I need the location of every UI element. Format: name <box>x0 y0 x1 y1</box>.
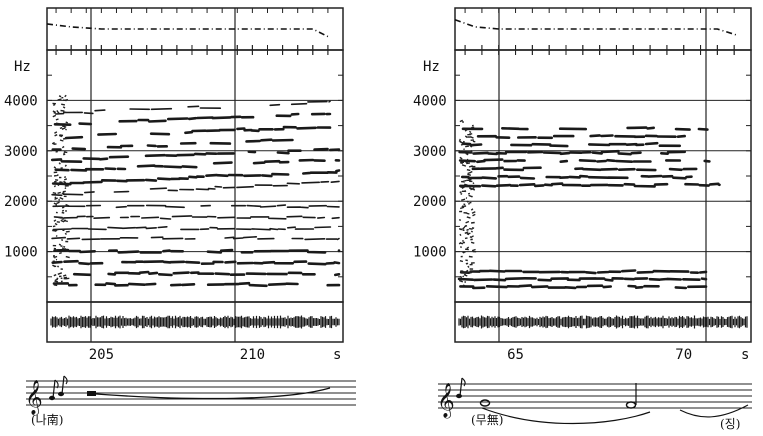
harmonic-band-3260hz <box>64 125 332 140</box>
held-note-icon <box>87 387 331 400</box>
harmonic-band-1900hz <box>52 204 340 209</box>
x-tick-labels: 205 210 <box>89 347 265 363</box>
x-tick-labels: 65 70 <box>507 347 692 363</box>
pitch-line <box>46 23 329 38</box>
harmonic-band-780hz <box>51 259 341 266</box>
y-axis-unit-label: Hz <box>423 59 440 75</box>
harmonic-band-300hz <box>459 284 708 290</box>
harmonic-band-450hz <box>457 277 708 282</box>
harmonic-band-3280hz <box>476 134 686 140</box>
y-tick-label-1000: 1000 <box>413 245 447 261</box>
x-axis-unit-label: s <box>333 347 341 363</box>
harmonic-band-3740hz <box>55 100 331 115</box>
pitch-line <box>454 19 738 37</box>
harmonic-band-2360hz <box>51 169 341 186</box>
grace-notes-icon <box>456 377 466 399</box>
tick-marks <box>47 8 344 278</box>
y-tick-labels: 1000 2000 3000 4000 <box>413 93 447 260</box>
waveform-trace <box>458 315 748 329</box>
waveform-box <box>46 301 344 343</box>
harmonic-band-2320hz <box>459 182 721 188</box>
harmonic-band-3440hz <box>461 126 709 131</box>
x-tick-label-210: 210 <box>240 347 265 363</box>
harmonic-band-3520hz <box>53 112 332 126</box>
harmonic-band-2800hz <box>458 158 711 164</box>
frequency-gridlines <box>455 99 751 253</box>
harmonic-band-2640hz <box>471 166 698 172</box>
y-tick-label-3000: 3000 <box>4 144 38 160</box>
y-tick-labels: 1000 2000 3000 4000 <box>4 93 38 260</box>
y-tick-label-2000: 2000 <box>4 194 38 210</box>
waveform-box <box>454 301 752 343</box>
onset-noise <box>458 119 477 287</box>
harmonic-band-3120hz <box>461 141 681 148</box>
treble-clef-icon: 𝄞 <box>437 383 455 419</box>
y-tick-label-3000: 3000 <box>413 144 447 160</box>
y-axis-unit-label: Hz <box>14 59 31 75</box>
music-staff: 𝄞 <box>437 377 752 425</box>
harmonic-band-2960hz <box>458 149 686 156</box>
x-axis-unit-label: s <box>741 347 749 363</box>
harmonic-band-1000hz <box>53 248 341 254</box>
spectrogram-panel-left: Hz 1000 2000 3000 4000 205 210 s 𝄞 (나南) <box>4 7 356 427</box>
waveform <box>458 315 748 329</box>
y-tick-label-4000: 4000 <box>4 93 38 109</box>
tick-marks <box>455 8 752 278</box>
harmonic-band-2480hz <box>460 174 693 180</box>
harmonic-band-3020hz <box>51 138 294 151</box>
harmonic-band-1260hz <box>51 236 340 241</box>
y-tick-label-1000: 1000 <box>4 245 38 261</box>
pitch-track <box>454 19 738 37</box>
x-tick-label-205: 205 <box>89 347 114 363</box>
harmonic-band-2600hz <box>54 158 341 172</box>
treble-clef-icon: 𝄞 <box>25 380 43 416</box>
x-tick-label-65: 65 <box>507 347 524 363</box>
lyric-label: (나南) <box>31 412 63 427</box>
y-tick-label-4000: 4000 <box>413 93 447 109</box>
pitch-track <box>46 23 329 38</box>
harmonic-band-350hz <box>52 281 341 288</box>
lyric-label: (무無) <box>471 412 503 427</box>
harmonic-band-560hz <box>72 270 341 277</box>
harmonic-bands <box>457 119 721 290</box>
held-note-icon <box>479 383 749 425</box>
y-tick-label-2000: 2000 <box>413 194 447 210</box>
harmonic-bands <box>50 94 341 288</box>
waveform-trace <box>50 315 340 329</box>
grace-notes-icon <box>49 375 68 401</box>
waveform <box>50 315 340 329</box>
x-tick-label-70: 70 <box>675 347 692 363</box>
harmonic-band-1460hz <box>52 226 332 231</box>
harmonic-band-2800hz <box>50 147 341 163</box>
music-staff: 𝄞 <box>25 375 356 416</box>
harmonic-band-2140hz <box>51 180 340 197</box>
onset-noise <box>51 94 70 287</box>
lyric-label-end: (징) <box>720 417 740 431</box>
